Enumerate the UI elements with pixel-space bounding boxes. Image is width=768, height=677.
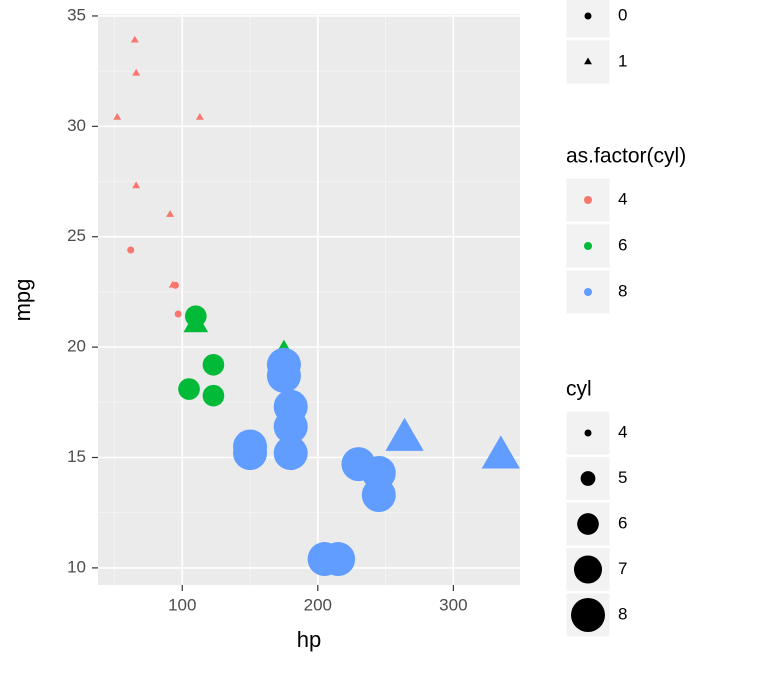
legend-label: 4 bbox=[618, 189, 627, 208]
x-axis-label: hp bbox=[297, 627, 321, 652]
y-tick-label: 25 bbox=[67, 226, 86, 245]
y-tick-label: 30 bbox=[67, 116, 86, 135]
legend-symbol bbox=[584, 196, 592, 204]
data-point bbox=[233, 436, 268, 471]
data-point bbox=[273, 436, 308, 471]
data-point bbox=[171, 281, 179, 289]
data-point bbox=[166, 210, 174, 217]
data-point bbox=[127, 246, 135, 254]
legend-symbol bbox=[571, 598, 605, 632]
legend-label: 6 bbox=[618, 235, 627, 254]
legend-symbol bbox=[580, 471, 596, 486]
legend-label: 8 bbox=[618, 604, 627, 623]
data-point bbox=[385, 417, 424, 451]
y-tick-label: 35 bbox=[67, 5, 86, 24]
y-tick-label: 10 bbox=[67, 557, 86, 576]
legend-symbol bbox=[584, 429, 592, 437]
legend-symbol bbox=[577, 513, 599, 535]
legend-symbol bbox=[584, 288, 592, 296]
data-point bbox=[113, 112, 122, 120]
x-tick-label: 300 bbox=[439, 595, 467, 614]
data-point bbox=[132, 181, 141, 189]
data-point bbox=[130, 35, 139, 43]
x-tick-label: 100 bbox=[168, 595, 196, 614]
y-tick-label: 20 bbox=[67, 337, 86, 356]
y-axis-label: mpg bbox=[10, 279, 35, 322]
data-point bbox=[341, 447, 376, 482]
data-point bbox=[174, 310, 182, 318]
data-point bbox=[321, 542, 356, 577]
legend-symbol bbox=[584, 242, 592, 250]
legend-title: as.factor(cyl) bbox=[566, 145, 686, 168]
legend-symbol bbox=[584, 12, 592, 20]
data-point bbox=[132, 68, 141, 76]
legend-key bbox=[565, 0, 611, 39]
data-point bbox=[195, 112, 204, 120]
plot-panel bbox=[98, 14, 520, 586]
legend-title: cyl bbox=[566, 378, 592, 401]
legend-label: 5 bbox=[618, 468, 627, 487]
data-point bbox=[184, 305, 207, 328]
data-point bbox=[273, 389, 308, 424]
x-tick-label: 200 bbox=[304, 595, 332, 614]
data-point bbox=[202, 353, 225, 376]
data-point bbox=[481, 435, 520, 469]
legend-symbol bbox=[573, 555, 603, 584]
legend-label: 4 bbox=[618, 422, 627, 441]
data-point bbox=[266, 347, 301, 382]
legend-key bbox=[565, 223, 611, 269]
legend-label: 1 bbox=[618, 51, 627, 70]
y-tick-label: 15 bbox=[67, 447, 86, 466]
data-point bbox=[361, 478, 396, 513]
legend-label: 8 bbox=[618, 281, 627, 300]
data-point bbox=[178, 378, 200, 400]
legend-label: 7 bbox=[618, 559, 627, 578]
data-point bbox=[202, 384, 225, 407]
legend-symbol bbox=[584, 57, 592, 65]
legend-label: 6 bbox=[618, 513, 627, 532]
legend-label: 0 bbox=[618, 5, 627, 24]
